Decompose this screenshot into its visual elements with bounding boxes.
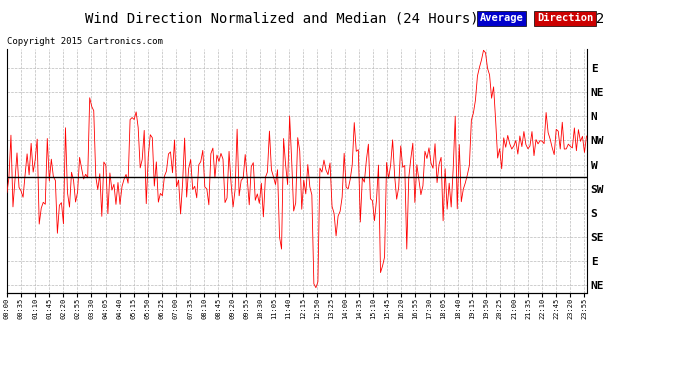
- Text: Wind Direction Normalized and Median (24 Hours) (New) 20150802: Wind Direction Normalized and Median (24…: [86, 11, 604, 25]
- Text: Average: Average: [480, 13, 523, 23]
- Text: Copyright 2015 Cartronics.com: Copyright 2015 Cartronics.com: [7, 38, 163, 46]
- Text: Direction: Direction: [537, 13, 593, 23]
